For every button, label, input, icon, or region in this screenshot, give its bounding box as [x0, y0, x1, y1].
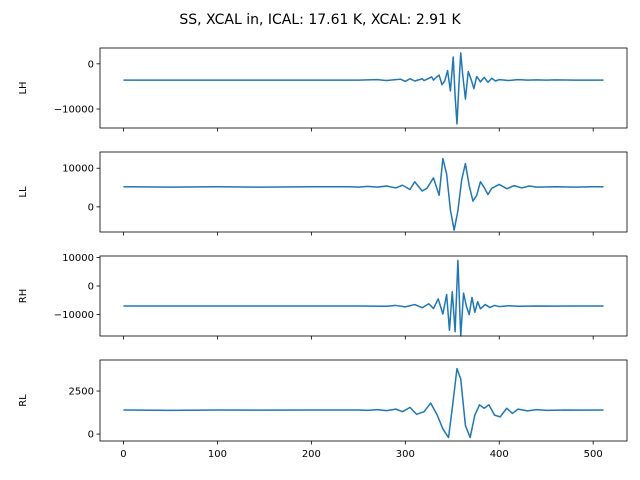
- y-tick-label: 10000: [62, 253, 94, 264]
- series-line: [123, 259, 604, 337]
- y-tick-label: −10000: [54, 105, 94, 116]
- axes-frame: [99, 359, 628, 442]
- y-tick-label: 0: [88, 430, 94, 441]
- y-axis-label: RH: [18, 289, 29, 303]
- y-tick-label: 2500: [69, 387, 94, 398]
- x-tick-label: 0: [120, 449, 126, 460]
- subplots: −10000 0 LH 0 10000 LL −10000 0 10000 RH 0 2500 0 100…: [18, 47, 628, 460]
- x-tick-label: 400: [490, 449, 509, 460]
- x-tick-label: 500: [584, 449, 603, 460]
- y-tick-label: 0: [88, 59, 94, 70]
- subplot-rh: −10000 0 10000 RH: [18, 253, 628, 340]
- y-tick-label: 10000: [62, 164, 94, 175]
- axes-frame: [99, 255, 628, 337]
- x-tick-label: 200: [302, 449, 321, 460]
- x-tick-label: 100: [208, 449, 227, 460]
- y-axis-label: LL: [18, 186, 29, 198]
- figure-title: SS, XCAL in, ICAL: 17.61 K, XCAL: 2.91 K: [179, 12, 461, 28]
- x-tick-label: 300: [396, 449, 415, 460]
- subplot-ll: 0 10000 LL: [18, 151, 628, 236]
- series-line: [123, 157, 604, 231]
- subplot-rl: 0 2500 0 100 200 300 400 500 RL: [18, 359, 628, 460]
- axes-frame: [99, 151, 628, 233]
- axes-frame: [99, 47, 628, 129]
- series-line: [123, 52, 604, 125]
- y-tick-label: −10000: [54, 310, 94, 321]
- y-tick-label: 0: [88, 202, 94, 213]
- subplot-lh: −10000 0 LH: [18, 47, 628, 132]
- series-line: [123, 367, 604, 439]
- y-axis-label: RL: [18, 394, 29, 407]
- y-tick-label: 0: [88, 282, 94, 293]
- y-axis-label: LH: [18, 81, 29, 94]
